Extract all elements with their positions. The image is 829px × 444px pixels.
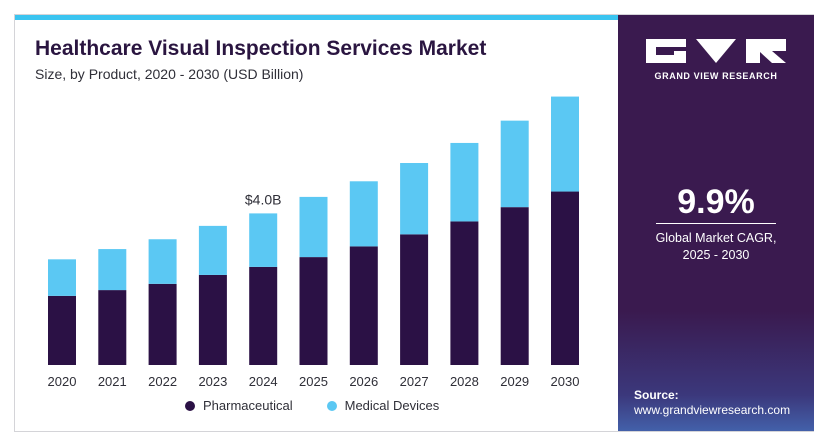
bar-medical-devices-2030: [551, 96, 579, 192]
legend-label-medical-devices: Medical Devices: [344, 398, 440, 413]
bar-pharmaceutical-2025: [299, 257, 328, 365]
info-panel: GRAND VIEW RESEARCH 9.9% Global Market C…: [618, 15, 814, 431]
x-tick-label-2027: 2027: [400, 374, 429, 389]
chart-title: Healthcare Visual Inspection Services Ma…: [35, 37, 487, 60]
bar-medical-devices-2023: [198, 225, 227, 275]
x-tick-label-2023: 2023: [198, 374, 227, 389]
bar-medical-devices-2029: [500, 120, 529, 208]
bar-medical-devices-2027: [400, 163, 429, 235]
source-link[interactable]: www.grandviewresearch.com: [634, 403, 791, 417]
x-tick-label-2029: 2029: [500, 374, 529, 389]
x-tick-label-2028: 2028: [450, 374, 479, 389]
bar-pharmaceutical-2027: [400, 234, 429, 365]
cagr-label: Global Market CAGR, 2025 - 2030: [618, 230, 814, 264]
bar-pharmaceutical-2028: [450, 221, 479, 365]
brand-name: GRAND VIEW RESEARCH: [654, 71, 778, 81]
bar-pharmaceutical-2030: [551, 191, 579, 365]
cagr-value: 9.9%: [677, 183, 755, 221]
chart-card: Healthcare Visual Inspection Services Ma…: [14, 14, 814, 432]
bar-medical-devices-2026: [349, 181, 378, 247]
bar-medical-devices-2024: [249, 213, 278, 267]
chart-legend: Pharmaceutical Medical Devices: [185, 398, 439, 413]
x-tick-label-2030: 2030: [551, 374, 580, 389]
bar-pharmaceutical-2024: [249, 266, 278, 365]
accent-bar: [15, 15, 618, 20]
cagr-label-line2: 2025 - 2030: [682, 248, 750, 262]
bar-pharmaceutical-2023: [198, 274, 227, 365]
source-label: Source:: [634, 388, 679, 402]
bar-pharmaceutical-2020: [48, 295, 76, 365]
x-tick-label-2020: 2020: [48, 374, 77, 389]
bar-pharmaceutical-2029: [500, 207, 529, 365]
bar-medical-devices-2020: [48, 259, 76, 296]
x-tick-label-2024: 2024: [249, 374, 278, 389]
x-tick-label-2025: 2025: [299, 374, 328, 389]
chart-subtitle: Size, by Product, 2020 - 2030 (USD Billi…: [35, 66, 304, 82]
gvr-logo-icon: [646, 39, 786, 63]
cagr-label-line1: Global Market CAGR,: [655, 231, 777, 245]
legend-item-medical-devices: Medical Devices: [326, 398, 440, 413]
bar-medical-devices-2022: [148, 239, 177, 284]
x-tick-label-2026: 2026: [349, 374, 378, 389]
x-tick-label-2022: 2022: [148, 374, 177, 389]
panel-background-glow: [618, 311, 814, 431]
bar-medical-devices-2021: [98, 249, 127, 291]
bar-medical-devices-2028: [450, 142, 479, 222]
bar-pharmaceutical-2021: [98, 290, 127, 365]
legend-item-pharmaceutical: Pharmaceutical: [185, 398, 293, 413]
cagr-divider: [656, 223, 776, 224]
legend-swatch-medical-devices: [326, 400, 337, 411]
bar-pharmaceutical-2026: [349, 246, 378, 365]
legend-swatch-pharmaceutical: [185, 400, 195, 411]
legend-label-pharmaceutical: Pharmaceutical: [203, 398, 293, 413]
x-tick-label-2021: 2021: [98, 374, 127, 389]
bar-medical-devices-2025: [299, 196, 328, 258]
bar-chart: 2020 2021 2022 2023 2024 $4.0B 2025 2026 2027 202…: [48, 96, 580, 389]
data-label-2024: $4.0B: [245, 191, 282, 207]
bar-pharmaceutical-2022: [148, 283, 177, 365]
